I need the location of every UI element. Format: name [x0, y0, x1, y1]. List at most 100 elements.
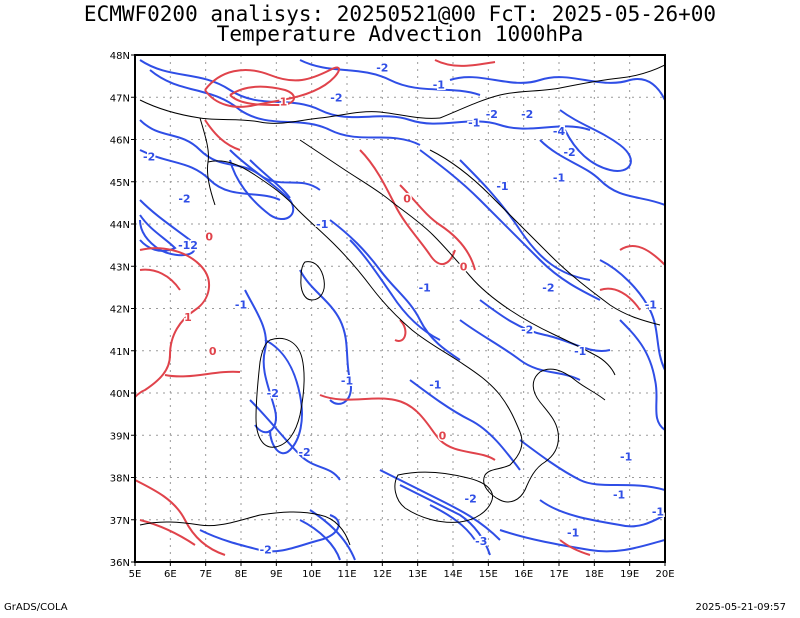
lat-tick-label: 45N — [110, 178, 130, 189]
pos-contour — [135, 479, 226, 556]
neg-contour — [139, 59, 591, 131]
neg-contour — [429, 504, 476, 541]
contour-label: -1 — [620, 450, 632, 463]
contour-label: 0 — [439, 429, 447, 442]
pos-contour — [434, 59, 496, 67]
lon-tick-label: 16E — [514, 569, 533, 580]
contour-label: -2 — [465, 493, 477, 506]
contour-label: 0 — [205, 231, 213, 244]
lon-tick-label: 13E — [408, 569, 427, 580]
contour-label: -2 — [542, 281, 554, 294]
contour-label: -2 — [521, 324, 533, 337]
neg-contour — [419, 149, 601, 301]
contour-label: -1 — [433, 79, 445, 92]
contour-label: -2 — [376, 62, 388, 75]
lat-tick-label: 36N — [110, 558, 130, 569]
grid-lines — [135, 55, 665, 562]
lon-tick-label: 5E — [129, 569, 142, 580]
neg-contour — [379, 469, 501, 541]
contour-label: -1 — [567, 526, 579, 539]
footer-software-label: GrADS/COLA — [4, 602, 68, 613]
contour-label: -2 — [260, 543, 272, 556]
coastlines — [139, 64, 665, 546]
lon-tick-label: 15E — [479, 569, 498, 580]
italy-coast — [207, 160, 606, 503]
corsica — [300, 261, 325, 301]
neg-contour — [139, 214, 177, 252]
lon-tick-label: 10E — [302, 569, 321, 580]
chart-subtitle: Temperature Advection 1000hPa — [216, 22, 584, 46]
contour-label: -2 — [563, 146, 575, 159]
pos-contour — [135, 247, 210, 398]
neg-contour — [299, 269, 352, 405]
contour-label: -2 — [521, 108, 533, 121]
neg-contour — [329, 219, 461, 361]
pos-contour — [139, 519, 196, 546]
latitude-labels: 48N 47N 46N 45N 44N 43N 42N 41N 40N 39N 38N 37N 36N — [110, 51, 130, 569]
neg-contour — [619, 319, 665, 431]
lon-tick-label: 19E — [620, 569, 639, 580]
pos-contour — [359, 149, 456, 265]
neg-contour — [299, 519, 341, 561]
neg-contour — [249, 159, 291, 199]
contour-label: -3 — [475, 535, 487, 548]
lon-tick-label: 6E — [164, 569, 177, 580]
neg-contour — [539, 499, 665, 528]
neg-contour — [459, 159, 591, 281]
contour-label: -12 — [178, 239, 198, 252]
contour-label: 0 — [209, 345, 217, 358]
neg-contour — [559, 109, 632, 172]
pos-contour — [394, 319, 407, 342]
neg-contour — [449, 76, 665, 101]
contour-label: 0 — [403, 193, 411, 206]
lon-tick-label: 11E — [337, 569, 356, 580]
lat-tick-label: 44N — [110, 220, 130, 231]
neg-contour — [349, 239, 441, 341]
contour-label: -1 — [645, 298, 657, 311]
lon-tick-label: 18E — [585, 569, 604, 580]
neg-contour — [139, 199, 196, 257]
lon-tick-label: 14E — [443, 569, 462, 580]
contour-label: -1 — [468, 117, 480, 130]
lat-tick-label: 40N — [110, 389, 130, 400]
positive-contours — [135, 59, 665, 556]
lat-tick-label: 37N — [110, 516, 130, 527]
negative-contours — [139, 59, 665, 561]
sicily — [394, 471, 494, 523]
pos-contour — [139, 268, 181, 291]
lon-tick-label: 20E — [655, 569, 674, 580]
contour-labels: -1-2-21-2 -2-4-2-1-1-2-2-1200001-1-2-1-2-… — [142, 60, 666, 558]
neg-contour — [229, 149, 295, 220]
sardinia — [255, 337, 305, 448]
africa-coast — [139, 511, 351, 546]
neg-contour — [309, 509, 356, 561]
france-border — [199, 117, 216, 206]
contour-label: -1 — [341, 374, 353, 387]
lon-tick-label: 17E — [549, 569, 568, 580]
pos-contour — [164, 370, 241, 378]
contour-label: -1 — [652, 505, 664, 518]
lon-tick-label: 7E — [199, 569, 212, 580]
contour-label: -1 — [235, 298, 247, 311]
pos-contour — [599, 287, 641, 311]
neg-contour — [199, 514, 340, 553]
lat-tick-label: 43N — [110, 262, 130, 273]
neg-contour — [519, 439, 665, 491]
neg-contour — [139, 119, 321, 191]
contour-label: -1 — [496, 180, 508, 193]
contour-label: -2 — [486, 108, 498, 121]
longitude-labels: 5E 6E 7E 8E 9E 10E 11E 12E 13E 14E 15E 16E 17E 18E 19E… — [129, 569, 675, 580]
lon-tick-label: 8E — [235, 569, 248, 580]
lat-tick-label: 42N — [110, 305, 130, 316]
neg-contour — [139, 149, 281, 201]
footer-timestamp: 2025-05-21-09:57 — [695, 602, 786, 613]
contour-label: -1 — [553, 172, 565, 185]
neg-contour — [299, 59, 481, 96]
pos-contour — [204, 66, 340, 108]
adriatic-coast — [299, 139, 616, 376]
pos-contour — [619, 245, 665, 266]
neg-contour — [599, 259, 665, 371]
neg-contour — [399, 484, 491, 556]
neg-contour — [479, 299, 611, 352]
